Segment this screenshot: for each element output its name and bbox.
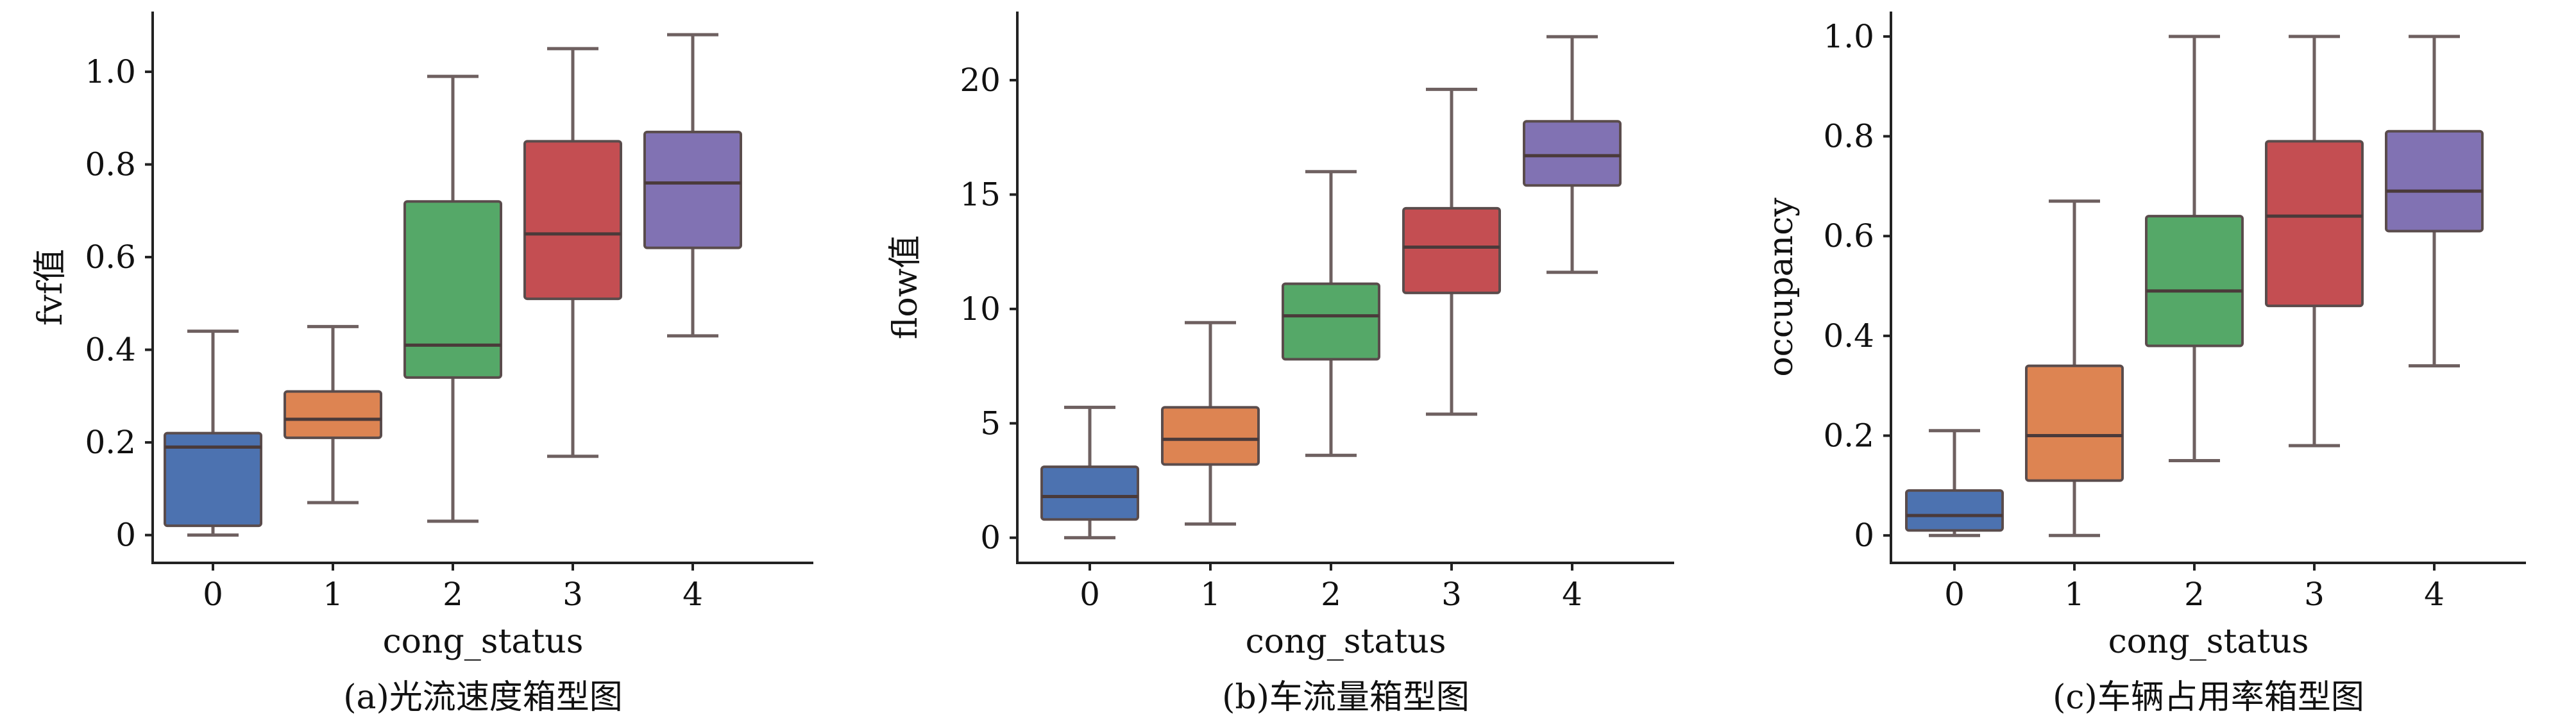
chart-caption: (c)车辆占用率箱型图	[2053, 678, 2364, 717]
iqr-box	[1905, 489, 2004, 532]
y-tick-label: 0.6	[85, 238, 136, 276]
x-tick-label: 2	[1321, 576, 1341, 613]
box-1	[284, 324, 382, 505]
box-0	[1040, 405, 1139, 540]
y-tick-label: 15	[960, 176, 1001, 213]
x-tick-label: 1	[1200, 576, 1221, 613]
iqr-box	[1161, 406, 1260, 466]
iqr-box	[284, 390, 382, 439]
y-tick-label: 0.2	[1823, 417, 1874, 455]
x-tick-label: 0	[1080, 576, 1100, 613]
y-tick-label: 0	[115, 517, 136, 554]
x-tick-label: 0	[203, 576, 223, 613]
y-tick-label: 1.0	[85, 53, 136, 90]
y-tick-label: 0	[980, 519, 1001, 556]
x-tick-label: 3	[2304, 576, 2325, 613]
box-4	[2385, 35, 2484, 368]
y-axis-label: fvf值	[31, 249, 70, 326]
y-tick-label: 10	[960, 290, 1001, 328]
y-axis-label: flow值	[886, 235, 925, 340]
x-tick-label: 3	[563, 576, 583, 613]
y-tick-label: 0.4	[85, 331, 136, 369]
chart-caption: (a)光流速度箱型图	[343, 678, 623, 717]
iqr-box	[164, 431, 262, 528]
box-0	[1905, 429, 2004, 537]
x-axis-label: cong_status	[2108, 623, 2309, 661]
iqr-box	[2385, 130, 2484, 233]
box-0	[164, 330, 262, 537]
iqr-box	[1282, 282, 1380, 361]
chart-caption: (b)车流量箱型图	[1222, 678, 1470, 717]
x-tick-label: 0	[1944, 576, 1965, 613]
y-tick-label: 0.6	[1823, 217, 1874, 255]
iqr-box	[1523, 120, 1622, 187]
x-tick-label: 3	[1441, 576, 1462, 613]
y-tick-label: 0.8	[85, 146, 136, 183]
box-2	[403, 74, 502, 523]
x-tick-label: 4	[1562, 576, 1582, 613]
box-2	[2145, 35, 2244, 462]
y-tick-label: 0	[1854, 517, 1874, 554]
iqr-box	[2265, 140, 2364, 308]
iqr-box	[1040, 465, 1139, 521]
x-tick-label: 1	[2064, 576, 2085, 613]
box-4	[1523, 35, 1622, 274]
chart-b-flow: 0 5 10 15 20 0 1 2 3 4 cong_status flow值 (b)车流量箱型图	[886, 12, 1674, 717]
box-1	[1161, 321, 1260, 526]
x-tick-label: 4	[2424, 576, 2445, 613]
iqr-box	[643, 130, 742, 249]
iqr-box	[523, 140, 622, 301]
y-tick-label: 20	[960, 62, 1001, 99]
x-tick-label: 2	[443, 576, 463, 613]
y-tick-label: 0.2	[85, 424, 136, 461]
box-3	[2265, 35, 2364, 447]
iqr-box	[403, 200, 502, 379]
x-tick-label: 2	[2184, 576, 2205, 613]
x-tick-label: 1	[323, 576, 343, 613]
box-3	[523, 47, 622, 458]
y-tick-label: 1.0	[1823, 18, 1874, 55]
x-axis-label: cong_status	[383, 623, 584, 661]
y-tick-label: 5	[980, 405, 1001, 442]
y-tick-label: 0.8	[1823, 118, 1874, 155]
iqr-box	[2025, 364, 2124, 482]
box-3	[1402, 87, 1501, 416]
chart-c-occupancy: 0 0.2 0.4 0.6 0.8 1.0 0 1 2 3 4 cong_status occupanc…	[1762, 12, 2526, 717]
box-4	[643, 33, 742, 338]
x-axis-label: cong_status	[1246, 623, 1446, 661]
box-2	[1282, 170, 1380, 457]
chart-a-fvf: 0 0.2 0.4 0.6 0.8 1.0 0 1 2 3 4 cong_status fvf值 (a)光…	[31, 12, 813, 717]
iqr-box	[2145, 215, 2244, 347]
y-tick-label: 0.4	[1823, 317, 1874, 355]
iqr-box	[1402, 206, 1501, 294]
y-axis-label: occupancy	[1762, 197, 1801, 377]
x-tick-label: 4	[682, 576, 703, 613]
box-1	[2025, 199, 2124, 537]
